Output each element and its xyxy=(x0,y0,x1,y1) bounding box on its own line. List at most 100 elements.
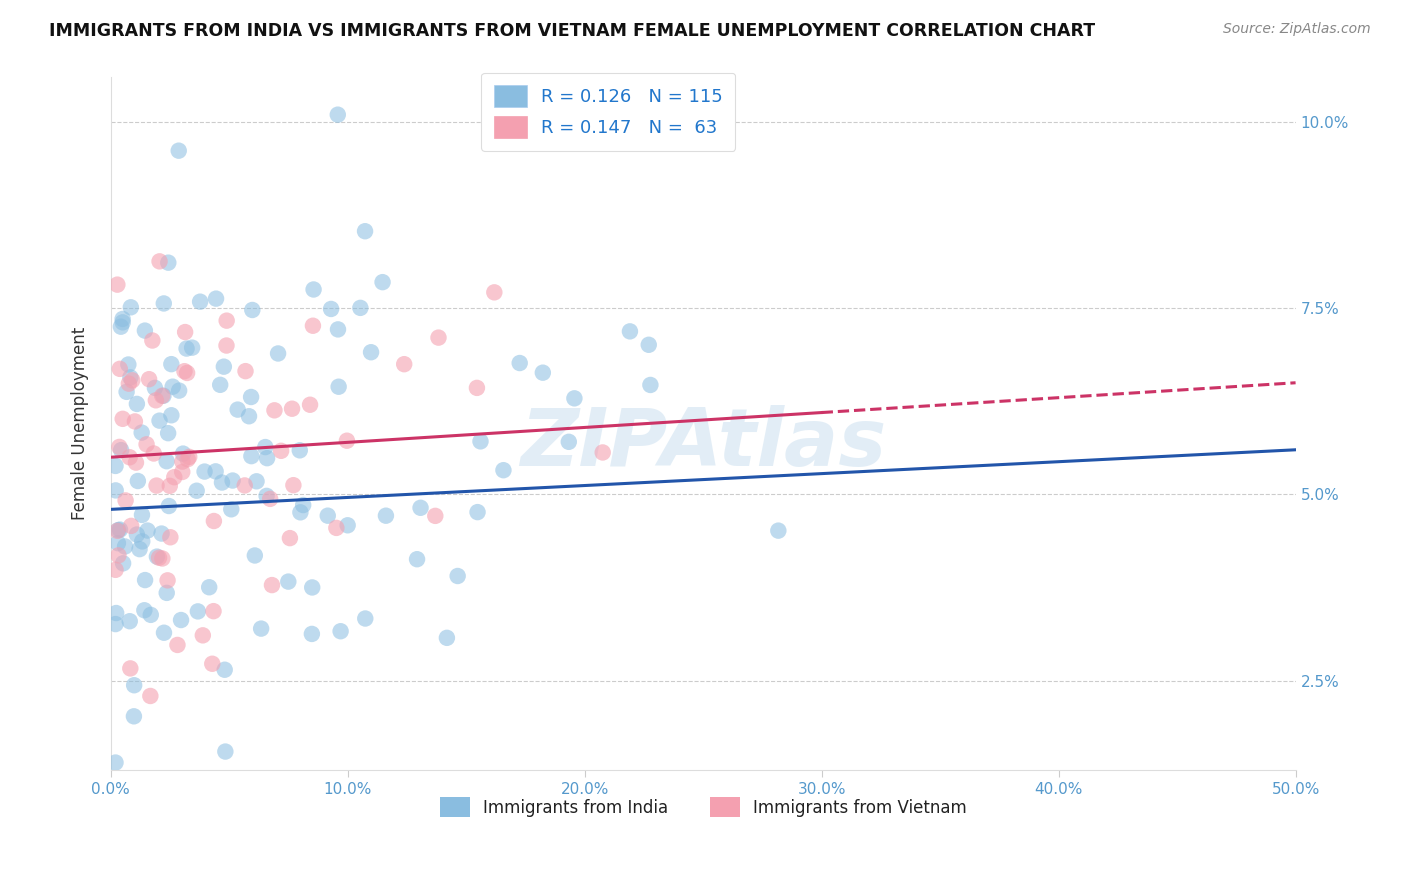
Point xyxy=(299,398,322,412)
Point xyxy=(176,452,198,467)
Point xyxy=(181,341,204,355)
Point xyxy=(124,414,146,428)
Point xyxy=(214,745,236,759)
Point xyxy=(170,613,193,627)
Point xyxy=(107,523,129,537)
Point xyxy=(211,475,233,490)
Point xyxy=(281,401,304,416)
Point xyxy=(447,569,470,583)
Point xyxy=(172,454,194,468)
Point xyxy=(143,381,166,395)
Point xyxy=(259,491,281,506)
Point xyxy=(240,449,263,463)
Point xyxy=(150,526,173,541)
Point xyxy=(136,524,159,538)
Point xyxy=(392,357,415,371)
Point xyxy=(110,443,132,458)
Point xyxy=(215,313,238,327)
Point xyxy=(114,493,136,508)
Text: Source: ZipAtlas.com: Source: ZipAtlas.com xyxy=(1223,22,1371,37)
Point xyxy=(467,505,489,519)
Point xyxy=(104,563,127,577)
Point xyxy=(316,508,339,523)
Point xyxy=(134,324,156,338)
Point xyxy=(301,627,323,641)
Point xyxy=(104,483,127,498)
Point xyxy=(191,628,214,642)
Point xyxy=(131,425,153,440)
Point xyxy=(336,518,359,533)
Point xyxy=(104,756,127,770)
Point xyxy=(336,434,359,448)
Point xyxy=(141,334,163,348)
Point xyxy=(156,586,179,600)
Point xyxy=(354,224,377,238)
Point xyxy=(108,362,131,376)
Point xyxy=(326,322,349,336)
Point xyxy=(226,402,249,417)
Point xyxy=(125,397,148,411)
Point xyxy=(118,614,141,628)
Point xyxy=(484,285,506,300)
Point xyxy=(202,604,225,618)
Point xyxy=(156,454,179,468)
Point xyxy=(436,631,458,645)
Point xyxy=(150,389,173,403)
Point xyxy=(148,414,170,428)
Point xyxy=(152,389,174,403)
Point xyxy=(256,451,278,466)
Point xyxy=(105,606,128,620)
Point xyxy=(120,301,142,315)
Point xyxy=(122,678,145,692)
Point xyxy=(157,426,180,441)
Point xyxy=(145,393,167,408)
Point xyxy=(139,689,162,703)
Point xyxy=(110,319,132,334)
Point xyxy=(173,364,195,378)
Point xyxy=(240,390,263,404)
Point xyxy=(326,108,349,122)
Point xyxy=(160,357,183,371)
Point xyxy=(198,580,221,594)
Point xyxy=(152,296,174,310)
Point xyxy=(283,478,305,492)
Point xyxy=(176,342,198,356)
Point xyxy=(118,450,141,465)
Point xyxy=(121,373,143,387)
Point xyxy=(135,437,157,451)
Point xyxy=(128,542,150,557)
Point xyxy=(214,663,236,677)
Point xyxy=(174,325,197,339)
Point xyxy=(558,434,581,449)
Y-axis label: Female Unemployment: Female Unemployment xyxy=(72,327,89,520)
Point xyxy=(243,549,266,563)
Point xyxy=(260,578,283,592)
Point xyxy=(270,443,292,458)
Point xyxy=(371,275,394,289)
Point xyxy=(290,505,312,519)
Point xyxy=(254,440,277,454)
Point xyxy=(159,530,181,544)
Point xyxy=(250,622,273,636)
Point xyxy=(127,474,149,488)
Text: IMMIGRANTS FROM INDIA VS IMMIGRANTS FROM VIETNAM FEMALE UNEMPLOYMENT CORRELATION: IMMIGRANTS FROM INDIA VS IMMIGRANTS FROM… xyxy=(49,22,1095,40)
Point xyxy=(120,370,142,384)
Point xyxy=(354,611,377,625)
Point xyxy=(256,489,278,503)
Point xyxy=(221,474,243,488)
Point xyxy=(125,456,148,470)
Legend: Immigrants from India, Immigrants from Vietnam: Immigrants from India, Immigrants from V… xyxy=(433,790,973,824)
Point xyxy=(150,551,173,566)
Point xyxy=(637,338,659,352)
Point xyxy=(302,283,325,297)
Point xyxy=(245,475,267,489)
Point xyxy=(238,409,260,424)
Point xyxy=(619,324,641,338)
Point xyxy=(202,514,225,528)
Point xyxy=(166,638,188,652)
Point xyxy=(172,465,194,479)
Point xyxy=(138,372,160,386)
Point xyxy=(329,624,352,639)
Point xyxy=(120,661,142,675)
Point xyxy=(277,574,299,589)
